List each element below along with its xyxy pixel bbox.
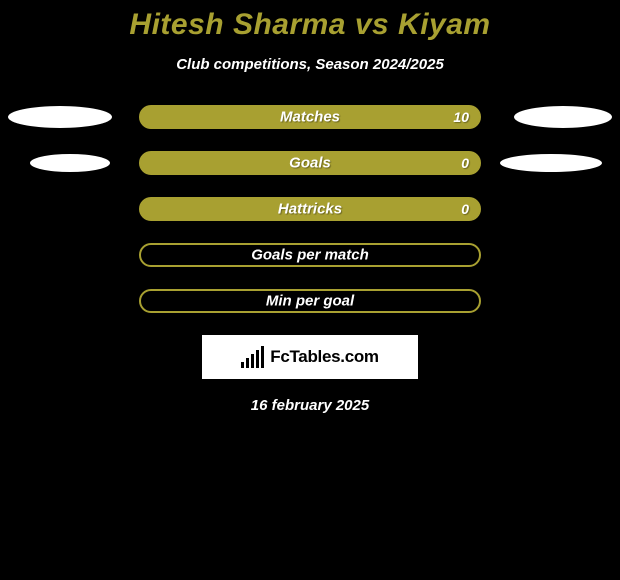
left-oval bbox=[8, 106, 112, 128]
fctables-logo: FcTables.com bbox=[202, 335, 418, 379]
stat-label: Goals bbox=[289, 155, 331, 172]
stat-value: 0 bbox=[461, 201, 469, 217]
stat-row-matches: Matches 10 bbox=[0, 105, 620, 129]
left-oval bbox=[30, 154, 110, 172]
stat-row-hattricks: Hattricks 0 bbox=[0, 197, 620, 221]
stat-value: 0 bbox=[461, 155, 469, 171]
footer-date: 16 february 2025 bbox=[0, 397, 620, 414]
stats-bars: Matches 10 Goals 0 Hattricks 0 Goals per… bbox=[0, 105, 620, 313]
stat-label: Matches bbox=[280, 109, 340, 126]
stat-label: Min per goal bbox=[266, 293, 354, 310]
stat-bar: Goals per match bbox=[139, 243, 481, 267]
right-oval bbox=[514, 106, 612, 128]
right-oval bbox=[500, 154, 602, 172]
stat-label: Hattricks bbox=[278, 201, 342, 218]
stat-label: Goals per match bbox=[251, 247, 369, 264]
stat-bar: Matches 10 bbox=[139, 105, 481, 129]
subtitle: Club competitions, Season 2024/2025 bbox=[0, 56, 620, 73]
stat-row-goals-per-match: Goals per match bbox=[0, 243, 620, 267]
stat-bar: Hattricks 0 bbox=[139, 197, 481, 221]
logo-text: FcTables.com bbox=[270, 347, 379, 367]
stat-bar: Min per goal bbox=[139, 289, 481, 313]
page-title: Hitesh Sharma vs Kiyam bbox=[0, 0, 620, 42]
stat-row-goals: Goals 0 bbox=[0, 151, 620, 175]
logo-bars-icon bbox=[241, 346, 264, 368]
stat-bar: Goals 0 bbox=[139, 151, 481, 175]
stat-value: 10 bbox=[453, 109, 469, 125]
stat-row-min-per-goal: Min per goal bbox=[0, 289, 620, 313]
